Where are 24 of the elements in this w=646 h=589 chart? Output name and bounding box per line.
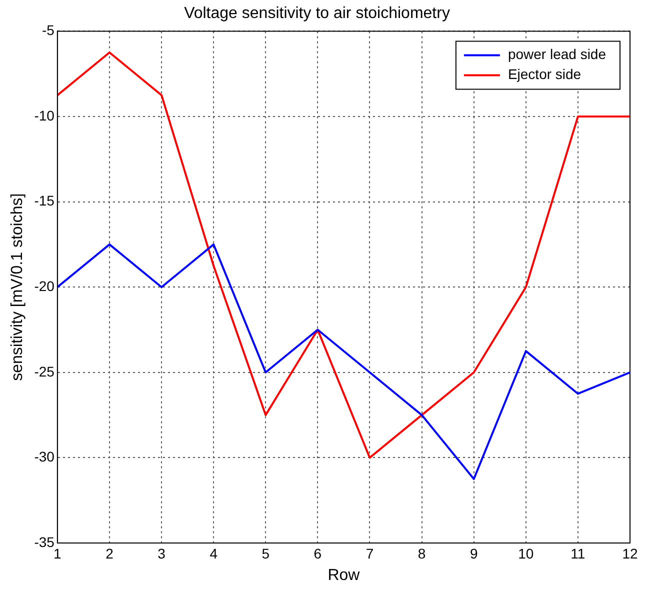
x-tick-label: 9 [470,545,478,562]
y-tick-label: -15 [34,192,55,209]
y-tick-label: -30 [34,448,55,465]
x-axis-title: Row [328,566,360,584]
x-tick-label: 7 [366,545,374,562]
x-tick-label: 10 [518,545,534,562]
legend-label: Ejector side [508,66,582,82]
x-tick-label: 8 [418,545,426,562]
y-tick-label: -25 [34,363,55,380]
y-axis-title: sensitivity [mV/0.1 stoichs] [9,193,26,381]
x-tick-label: 11 [570,545,586,562]
y-tick-label: -10 [34,107,55,124]
y-tick-label: -20 [34,278,55,294]
x-tick-label: 12 [622,545,638,562]
x-tick-label: 3 [158,545,166,562]
x-tick-label: 1 [54,545,62,562]
x-tick-label: 2 [106,545,114,562]
legend-label: power lead side [508,46,606,62]
x-tick-label: 6 [314,545,322,562]
y-tick-label: -5 [42,22,55,38]
y-tick-label: -35 [34,534,55,550]
chart-title: Voltage sensitivity to air stoichiometry [184,5,450,22]
x-tick-label: 5 [262,545,270,562]
x-tick-label: 4 [210,545,218,562]
